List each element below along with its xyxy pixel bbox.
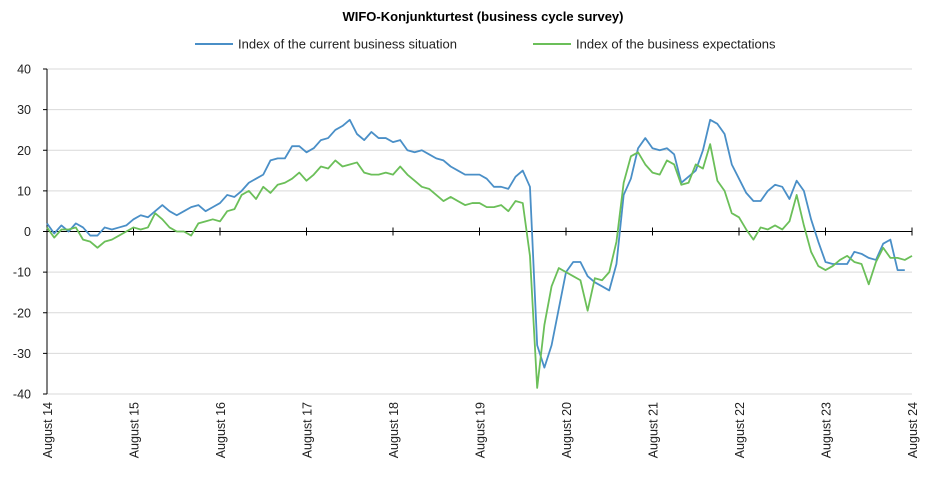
x-tick-label: August 14 [41,402,55,458]
gridlines [47,68,912,395]
x-tick-label: August 17 [301,402,315,458]
x-tick-label: August 19 [474,402,488,458]
y-tick-label: 40 [17,63,31,77]
x-tick-label: August 24 [906,402,920,458]
x-tick-label: August 22 [733,402,747,458]
y-tick-label: -40 [13,388,31,402]
y-tick-label: -10 [13,266,31,280]
chart-title: WIFO-Konjunkturtest (business cycle surv… [342,9,623,24]
y-tick-label: -30 [13,347,31,361]
y-tick-label: 20 [17,144,31,158]
series-line-expectations [46,143,913,389]
legend-label: Index of the current business situation [238,37,457,52]
legend-label: Index of the business expectations [576,37,776,52]
x-tick-label: August 20 [560,402,574,458]
x-tick-label: August 21 [647,402,661,458]
series-lines [46,118,913,389]
y-tick-label: 10 [17,184,31,198]
x-axis: August 14 August 15 August 16 August 17 Augu… [41,227,920,458]
legend: Index of the current business situation I… [195,37,776,52]
x-tick-label: August 16 [214,402,228,458]
x-tick-label: August 15 [128,402,142,458]
y-axis: 40 30 20 10 0 -10 -20 -30 -40 [13,63,48,402]
x-tick-label: August 18 [387,402,401,458]
y-tick-label: -20 [13,306,31,320]
y-tick-label: 0 [24,225,31,239]
series-line-current-situation [46,118,905,369]
x-tick-label: August 23 [820,402,834,458]
y-tick-label: 30 [17,103,31,117]
